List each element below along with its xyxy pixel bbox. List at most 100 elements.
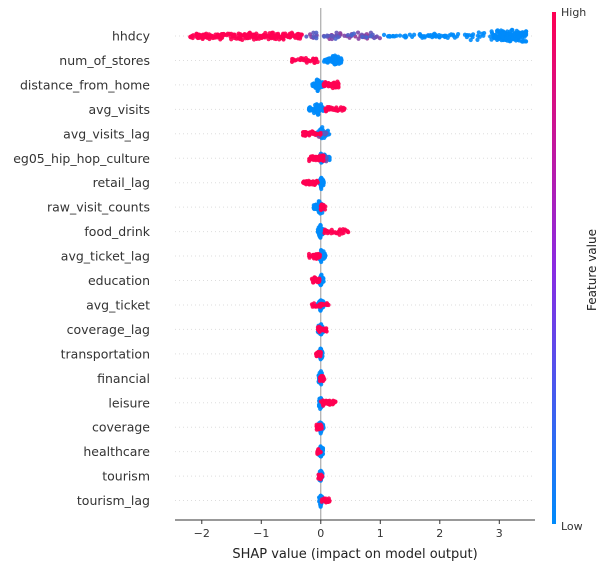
shap-point — [481, 33, 486, 38]
shap-point — [321, 376, 326, 381]
shap-point — [322, 327, 327, 333]
feature-label: food_drink — [84, 224, 150, 239]
shap-point — [301, 129, 306, 135]
shap-point — [330, 54, 335, 59]
shap-point — [298, 33, 303, 38]
shap-point — [315, 303, 321, 309]
shap-point — [426, 33, 431, 38]
shap-point — [322, 228, 328, 234]
shap-point — [488, 34, 493, 39]
shap-point — [311, 30, 316, 35]
shap-point — [521, 39, 527, 44]
shap-point — [298, 57, 303, 63]
colorbar-title: Feature value — [585, 229, 599, 311]
shap-point — [321, 178, 326, 183]
shap-point — [345, 32, 351, 38]
shap-point — [285, 34, 291, 40]
shap-point — [392, 34, 397, 39]
shap-point — [190, 35, 195, 41]
feature-label: financial — [97, 371, 150, 386]
shap-point — [315, 80, 320, 86]
shap-point — [360, 34, 365, 40]
shap-point — [407, 32, 412, 37]
shap-point — [335, 80, 341, 86]
shap-point — [314, 36, 319, 41]
x-tick-label: 3 — [496, 527, 503, 540]
shap-point — [318, 225, 323, 230]
shap-point — [304, 34, 309, 39]
shap-point — [329, 33, 334, 38]
feature-label: tourism — [102, 469, 150, 484]
colorbar-gradient — [552, 12, 556, 524]
shap-point — [476, 30, 481, 35]
shap-point — [456, 31, 461, 37]
shap-point — [306, 58, 312, 63]
shap-point — [508, 31, 513, 36]
shap-point — [269, 35, 274, 41]
shap-point — [318, 127, 323, 132]
shap-point — [317, 84, 322, 89]
shap-point — [216, 33, 222, 38]
shap-point — [314, 30, 319, 35]
shap-point — [475, 37, 480, 42]
shap-point — [310, 82, 315, 87]
shap-point — [324, 57, 329, 62]
shap-point — [307, 108, 312, 113]
colorbar-low-label: Low — [561, 520, 583, 533]
shap-point — [318, 431, 323, 436]
shap-point — [311, 280, 316, 285]
shap-point — [314, 102, 319, 107]
shap-point — [356, 36, 361, 41]
row-guides — [175, 35, 535, 502]
shap-point — [471, 32, 476, 37]
shap-point — [197, 34, 203, 40]
feature-label: raw_visit_counts — [47, 200, 150, 215]
feature-label: avg_ticket_lag — [61, 249, 150, 264]
shap-point — [202, 32, 208, 37]
shap-point — [372, 35, 377, 41]
shap-point — [431, 32, 436, 37]
feature-label: retail_lag — [93, 175, 150, 190]
shap-point — [333, 36, 338, 41]
shap-point — [340, 227, 346, 232]
shap-point — [308, 154, 314, 159]
x-tick-label: 1 — [377, 527, 384, 540]
shap-point — [464, 34, 469, 40]
shap-point — [404, 34, 409, 39]
shap-point — [316, 277, 322, 282]
shap-point — [290, 56, 295, 62]
shap-point — [327, 229, 332, 234]
shap-point — [322, 497, 327, 503]
shap-point — [292, 33, 297, 39]
feature-label: healthcare — [83, 444, 150, 459]
shap-point — [421, 34, 426, 39]
shap-point — [301, 57, 306, 63]
shap-point — [315, 450, 320, 456]
shap-point — [325, 106, 331, 111]
feature-label: leisure — [108, 395, 150, 410]
shap-point — [332, 57, 338, 62]
shap-point — [316, 422, 321, 427]
shap-point — [509, 27, 515, 32]
shap-point — [523, 29, 529, 34]
shap-point — [338, 107, 343, 112]
shap-point — [311, 56, 316, 61]
shap-point — [210, 33, 215, 39]
shap-point — [282, 33, 287, 38]
feature-label: coverage_lag — [67, 322, 150, 337]
feature-label: transportation — [61, 346, 150, 361]
shap-point — [307, 158, 312, 164]
shap-point — [321, 302, 326, 308]
shap-point — [222, 32, 227, 38]
x-tick-label: 0 — [317, 527, 324, 540]
shap-point — [206, 35, 211, 40]
shap-point — [322, 34, 327, 39]
shap-point — [387, 34, 393, 39]
shap-point — [327, 57, 332, 62]
shap-point — [307, 182, 312, 187]
shap-point — [319, 424, 324, 429]
shap-point — [238, 32, 243, 37]
shap-point — [333, 108, 338, 113]
x-tick-label: 2 — [436, 527, 443, 540]
